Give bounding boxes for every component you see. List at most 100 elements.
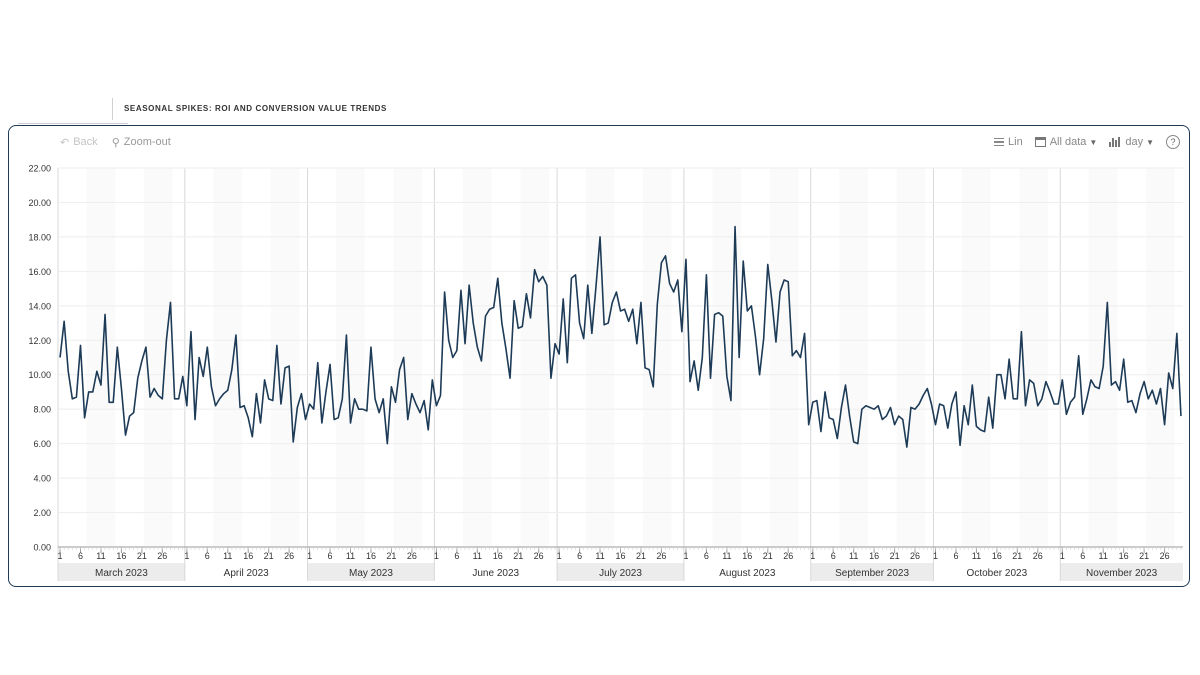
granularity-label: day — [1125, 136, 1144, 148]
grid-lines — [57, 167, 1183, 581]
day-tick-label: 21 — [386, 551, 396, 561]
day-tick-label: 11 — [346, 551, 355, 561]
day-tick-label: 21 — [890, 551, 900, 561]
week-shade — [393, 168, 423, 547]
day-tick-label: 26 — [157, 551, 167, 561]
title-underline — [18, 123, 128, 124]
month-label: November 2023 — [1086, 568, 1158, 579]
month-label: October 2023 — [967, 568, 1028, 579]
day-tick-label: 6 — [704, 551, 709, 561]
day-tick-label: 6 — [454, 551, 459, 561]
title-divider — [112, 98, 113, 120]
day-tick-label: 1 — [434, 551, 439, 561]
day-tick-label: 16 — [742, 551, 752, 561]
day-tick-label: 1 — [810, 551, 815, 561]
day-tick-label: 16 — [869, 551, 879, 561]
back-arrow-icon: ↶ — [60, 136, 70, 149]
day-tick-label: 1 — [933, 551, 938, 561]
y-tick-label: 18.00 — [28, 232, 51, 242]
chart-title: SEASONAL SPIKES: ROI AND CONVERSION VALU… — [124, 104, 387, 113]
y-tick-label: 0.00 — [33, 543, 51, 553]
series-layer — [59, 225, 1182, 448]
month-label: June 2023 — [472, 568, 519, 579]
day-tick-label: 16 — [1119, 551, 1129, 561]
bar-chart-icon — [1109, 137, 1121, 147]
week-shade — [463, 168, 492, 547]
month-band — [58, 563, 185, 581]
granularity-dropdown[interactable]: day ▼ — [1109, 136, 1154, 148]
day-tick-label: 16 — [243, 551, 253, 561]
day-tick-label: 11 — [972, 551, 981, 561]
month-label: April 2023 — [224, 568, 269, 579]
day-tick-label: 26 — [1033, 551, 1043, 561]
y-tick-label: 2.00 — [33, 508, 51, 518]
y-tick-label: 16.00 — [28, 267, 51, 277]
day-tick-label: 26 — [534, 551, 544, 561]
back-button[interactable]: ↶ Back — [60, 136, 98, 149]
magnifier-minus-icon: ⚲ — [111, 136, 120, 149]
day-tick-label: 6 — [577, 551, 582, 561]
day-tick-label: 26 — [783, 551, 793, 561]
y-tick-label: 22.00 — [28, 164, 51, 174]
week-shade — [1146, 168, 1175, 547]
week-shade — [712, 168, 742, 547]
toolbar-right: Lin All data ▼ day ▼ ? — [982, 135, 1180, 149]
week-shade — [839, 168, 868, 547]
chevron-down-icon: ▼ — [1146, 137, 1154, 147]
day-tick-label: 11 — [595, 551, 604, 561]
y-tick-label: 6.00 — [33, 439, 51, 449]
month-band — [307, 563, 435, 581]
day-tick-label: 26 — [284, 551, 294, 561]
day-tick-label: 26 — [910, 551, 920, 561]
month-label: March 2023 — [95, 568, 148, 579]
day-tick-label: 16 — [992, 551, 1002, 561]
month-band — [1060, 563, 1183, 581]
day-tick-label: 1 — [1060, 551, 1065, 561]
day-tick-label: 21 — [264, 551, 274, 561]
month-label: May 2023 — [349, 568, 393, 579]
day-tick-label: 26 — [656, 551, 666, 561]
day-tick-label: 1 — [58, 551, 63, 561]
day-tick-label: 6 — [831, 551, 836, 561]
month-band — [810, 563, 934, 581]
week-shade — [643, 168, 672, 547]
week-shade — [143, 168, 173, 547]
day-tick-label: 16 — [366, 551, 376, 561]
day-tick-label: 11 — [473, 551, 482, 561]
range-dropdown[interactable]: All data ▼ — [1034, 136, 1097, 148]
month-bands — [58, 168, 1183, 581]
y-tick-label: 4.00 — [33, 474, 51, 484]
day-tick-label: 1 — [557, 551, 562, 561]
day-tick-label: 21 — [513, 551, 523, 561]
month-label: September 2023 — [835, 568, 909, 579]
day-tick-label: 1 — [307, 551, 312, 561]
day-tick-label: 16 — [116, 551, 126, 561]
day-tick-label: 21 — [636, 551, 646, 561]
day-tick-label: 11 — [849, 551, 858, 561]
day-tick-label: 16 — [615, 551, 625, 561]
help-button[interactable]: ? — [1166, 135, 1180, 149]
calendar-icon — [1034, 137, 1046, 147]
day-tick-label: 1 — [683, 551, 688, 561]
day-tick-label: 21 — [137, 551, 147, 561]
y-tick-label: 8.00 — [33, 405, 51, 415]
week-shade — [896, 168, 926, 547]
day-tick-label: 11 — [96, 551, 105, 561]
day-tick-label: 21 — [1139, 551, 1149, 561]
day-tick-label: 11 — [722, 551, 731, 561]
list-icon — [994, 137, 1005, 148]
week-shade — [520, 168, 549, 547]
week-shade — [336, 168, 365, 547]
month-label: July 2023 — [599, 568, 642, 579]
zoom-out-button[interactable]: ⚲ Zoom-out — [112, 136, 171, 149]
scale-toggle[interactable]: Lin — [994, 136, 1023, 148]
day-tick-label: 6 — [328, 551, 333, 561]
week-shade — [585, 168, 615, 547]
back-label: Back — [73, 136, 98, 148]
range-label: All data — [1049, 136, 1087, 148]
day-tick-label: 6 — [1080, 551, 1085, 561]
week-shade — [270, 168, 300, 547]
day-tick-label: 11 — [1099, 551, 1108, 561]
